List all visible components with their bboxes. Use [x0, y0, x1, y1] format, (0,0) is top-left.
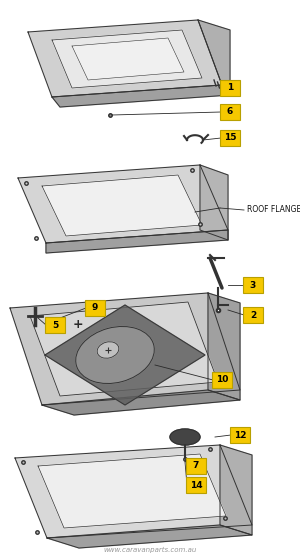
Polygon shape: [208, 293, 240, 400]
Polygon shape: [10, 293, 240, 405]
Text: www.caravanparts.com.au: www.caravanparts.com.au: [103, 547, 197, 553]
Text: 1: 1: [227, 84, 233, 93]
Polygon shape: [72, 38, 184, 80]
Polygon shape: [47, 525, 252, 548]
Polygon shape: [15, 445, 252, 538]
Text: ROOF FLANGE: ROOF FLANGE: [247, 205, 300, 214]
Text: 7: 7: [193, 461, 199, 470]
Text: 2: 2: [250, 310, 256, 320]
FancyBboxPatch shape: [186, 477, 206, 493]
Polygon shape: [46, 230, 228, 253]
FancyBboxPatch shape: [243, 307, 263, 323]
Text: 12: 12: [234, 431, 246, 440]
FancyBboxPatch shape: [186, 458, 206, 474]
Polygon shape: [45, 305, 205, 405]
Polygon shape: [18, 165, 228, 243]
FancyBboxPatch shape: [85, 300, 105, 316]
Ellipse shape: [76, 326, 154, 383]
FancyBboxPatch shape: [230, 427, 250, 443]
Text: 3: 3: [250, 281, 256, 290]
Text: +: +: [73, 319, 83, 331]
FancyBboxPatch shape: [220, 104, 240, 120]
FancyBboxPatch shape: [45, 317, 65, 333]
Polygon shape: [200, 165, 228, 240]
FancyBboxPatch shape: [243, 277, 263, 293]
Text: 9: 9: [92, 304, 98, 312]
FancyBboxPatch shape: [220, 130, 240, 146]
Ellipse shape: [97, 341, 119, 358]
Polygon shape: [220, 445, 252, 535]
Text: 10: 10: [216, 376, 228, 384]
Ellipse shape: [170, 429, 200, 445]
Polygon shape: [42, 175, 202, 236]
Polygon shape: [52, 85, 230, 107]
Polygon shape: [52, 30, 202, 88]
Polygon shape: [38, 454, 226, 528]
Text: 5: 5: [52, 320, 58, 330]
Text: 6: 6: [227, 108, 233, 117]
FancyBboxPatch shape: [220, 80, 240, 96]
Polygon shape: [42, 390, 240, 415]
Text: 14: 14: [190, 480, 202, 489]
Polygon shape: [28, 20, 222, 97]
Polygon shape: [30, 302, 218, 396]
Text: 15: 15: [224, 133, 236, 142]
FancyBboxPatch shape: [212, 372, 232, 388]
Polygon shape: [198, 20, 230, 95]
